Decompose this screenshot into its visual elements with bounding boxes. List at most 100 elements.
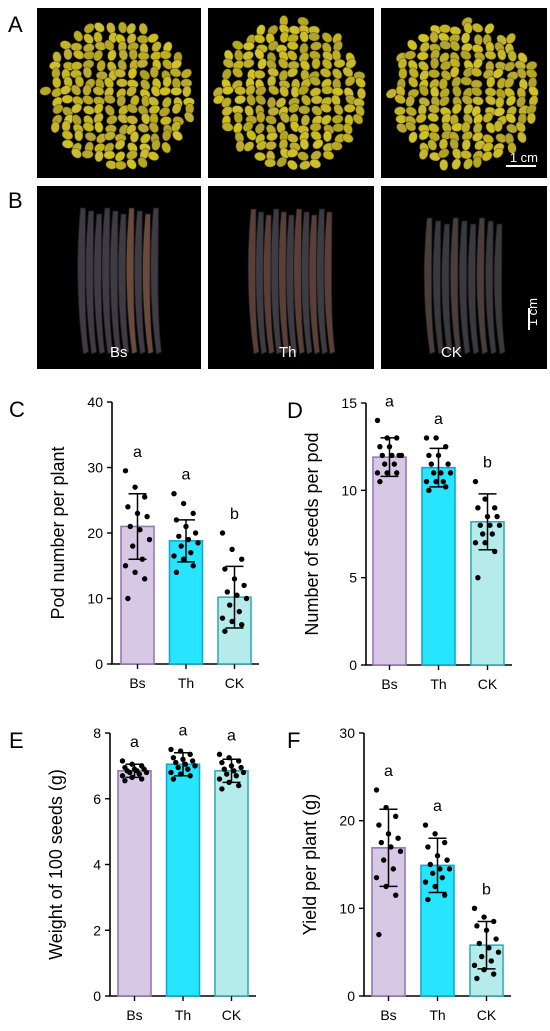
y-axis-label: Pod number per plant — [48, 446, 68, 619]
seed — [428, 69, 440, 79]
seed — [151, 41, 162, 53]
seed — [415, 113, 427, 124]
y-tick-label: 2 — [93, 922, 101, 938]
data-point — [238, 764, 244, 771]
seed — [471, 23, 484, 33]
seed — [118, 48, 128, 61]
seed — [151, 139, 161, 151]
seed — [309, 76, 321, 86]
photo-caption-th: Th — [279, 344, 297, 361]
x-tick-label: Bs — [380, 1007, 396, 1023]
seed — [493, 107, 506, 117]
seed — [103, 94, 116, 104]
seed — [286, 41, 299, 51]
data-point — [185, 766, 191, 772]
pod-photo-ck: 1 cm CK — [381, 186, 547, 369]
seed — [430, 57, 440, 70]
seed — [419, 69, 430, 81]
seed — [255, 94, 266, 106]
seed — [246, 129, 257, 141]
seed — [506, 123, 518, 134]
data-point — [233, 773, 239, 779]
data-point — [119, 773, 126, 779]
seed — [242, 41, 255, 51]
data-point — [170, 754, 177, 761]
seed — [428, 123, 440, 133]
bar-th — [421, 466, 456, 666]
data-point — [236, 608, 242, 615]
data-point — [171, 553, 177, 559]
data-point — [393, 892, 399, 898]
data-point — [390, 866, 396, 872]
data-point — [480, 531, 486, 537]
chart-panel-d: D 0 5 10 15 Number of seeds per pod Bs a Th a CK b — [287, 393, 512, 692]
pod — [493, 223, 506, 355]
seed — [461, 32, 471, 44]
seed — [287, 133, 299, 143]
seed — [73, 49, 85, 60]
seed — [254, 122, 265, 134]
data-point — [170, 776, 177, 782]
data-point — [493, 936, 499, 942]
pod — [450, 217, 462, 355]
seed — [505, 32, 516, 44]
seed — [94, 22, 105, 33]
seed — [103, 142, 115, 153]
seed — [118, 21, 128, 34]
panel-letter-a: A — [8, 12, 23, 37]
seed — [330, 141, 343, 151]
seed — [93, 102, 104, 115]
y-tick-label: 10 — [341, 482, 357, 498]
data-point — [173, 517, 180, 523]
data-point — [180, 556, 187, 562]
seed — [299, 138, 309, 150]
seed — [148, 104, 161, 115]
seed — [451, 103, 462, 115]
seed — [169, 67, 182, 78]
seed — [312, 139, 324, 150]
data-point — [195, 540, 201, 546]
seed — [126, 115, 138, 125]
data-point — [378, 839, 384, 846]
seed — [256, 111, 266, 123]
seed — [309, 158, 321, 169]
seed — [288, 103, 300, 114]
seed — [407, 39, 418, 51]
data-point — [178, 543, 184, 549]
seed — [492, 147, 504, 159]
pod — [458, 220, 471, 355]
data-point — [376, 931, 382, 938]
seed — [82, 122, 95, 132]
seed — [482, 112, 494, 123]
seed — [139, 69, 150, 81]
data-point — [482, 496, 488, 502]
scale-label-a: 1 cm — [509, 150, 538, 165]
seed — [150, 85, 161, 97]
data-point — [486, 945, 492, 951]
data-point — [240, 769, 247, 776]
pod — [142, 213, 154, 355]
data-point — [437, 866, 443, 872]
seed — [322, 150, 335, 160]
data-point — [175, 764, 181, 771]
seed — [245, 84, 256, 96]
seed — [418, 148, 429, 160]
data-point — [398, 452, 405, 459]
seed — [405, 95, 415, 107]
seed — [526, 104, 537, 115]
seed — [93, 112, 104, 124]
seed — [297, 151, 309, 161]
seed — [449, 40, 460, 52]
seed — [242, 121, 254, 132]
seed — [419, 41, 430, 53]
seed — [126, 23, 136, 35]
seed — [234, 95, 246, 105]
data-point — [492, 505, 498, 511]
data-point — [219, 786, 225, 792]
x-tick-label: Bs — [129, 675, 145, 691]
seed — [242, 58, 255, 69]
seed — [419, 85, 429, 97]
seed — [232, 40, 244, 50]
seed — [333, 58, 346, 68]
seed — [253, 69, 266, 79]
